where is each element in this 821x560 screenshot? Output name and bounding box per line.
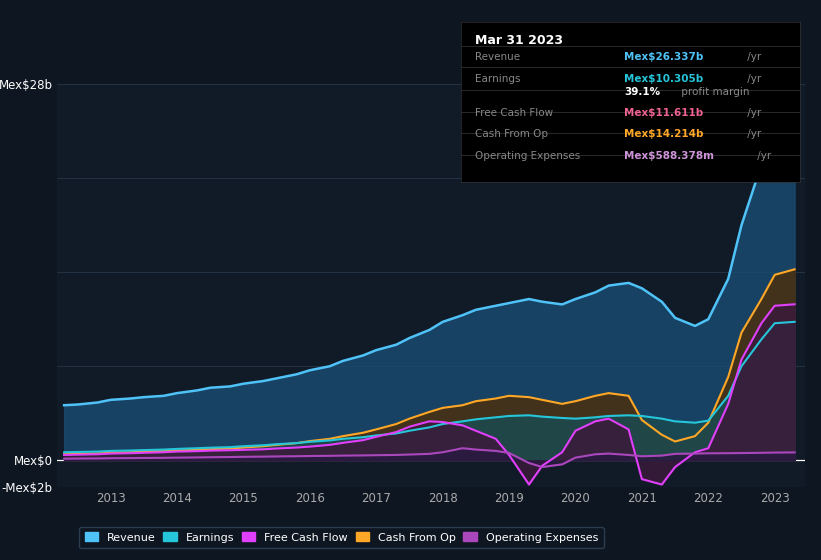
- Text: Mex$588.378m: Mex$588.378m: [624, 151, 714, 161]
- Text: Earnings: Earnings: [475, 73, 521, 83]
- Text: /yr: /yr: [754, 151, 772, 161]
- Text: /yr: /yr: [744, 129, 761, 139]
- Text: Operating Expenses: Operating Expenses: [475, 151, 580, 161]
- Text: Revenue: Revenue: [475, 52, 520, 62]
- Text: Mex$11.611b: Mex$11.611b: [624, 108, 704, 118]
- Text: /yr: /yr: [744, 73, 761, 83]
- Text: Mex$10.305b: Mex$10.305b: [624, 73, 704, 83]
- Text: Free Cash Flow: Free Cash Flow: [475, 108, 553, 118]
- Text: Mex$14.214b: Mex$14.214b: [624, 129, 704, 139]
- Text: Mex$26.337b: Mex$26.337b: [624, 52, 704, 62]
- Text: /yr: /yr: [744, 52, 761, 62]
- Legend: Revenue, Earnings, Free Cash Flow, Cash From Op, Operating Expenses: Revenue, Earnings, Free Cash Flow, Cash …: [79, 526, 603, 548]
- Text: 39.1%: 39.1%: [624, 87, 660, 97]
- Text: profit margin: profit margin: [678, 87, 750, 97]
- Text: /yr: /yr: [744, 108, 761, 118]
- Text: Mar 31 2023: Mar 31 2023: [475, 34, 563, 46]
- Text: Cash From Op: Cash From Op: [475, 129, 548, 139]
